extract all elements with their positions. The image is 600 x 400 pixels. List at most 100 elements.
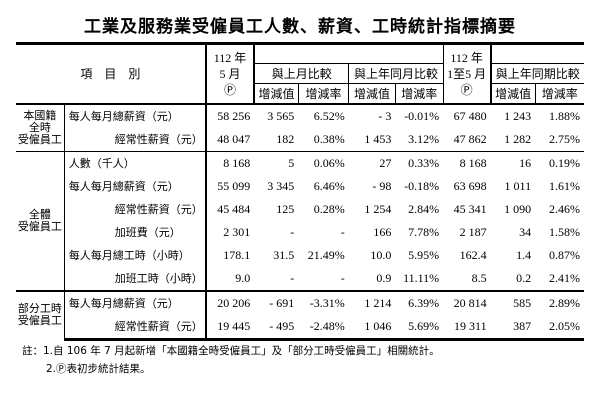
row-item-label: 每人每月總薪資（元）: [64, 102, 207, 128]
table-row: 經常性薪資（元） 48 047 182 0.38% 1 453 3.12% 47 862 1 …: [16, 127, 584, 151]
value-cell: 2.46%: [549, 201, 580, 216]
value-cell: 1 453: [364, 131, 392, 146]
value-cell: 1 282: [504, 131, 532, 146]
value-cell: - 691: [254, 289, 299, 315]
footnote-2: 2.Ⓟ表初步統計結果。: [46, 363, 151, 375]
value-cell: 1 214: [348, 289, 396, 315]
spacer: [254, 42, 444, 64]
value-cell: 0.38%: [313, 131, 345, 146]
value-cell: -2.48%: [298, 314, 349, 341]
value-cell: -: [290, 224, 295, 239]
table-row: 每人每月總工時（小時） 178.1 31.5 21.49% 10.0 5.95% 162.4…: [16, 243, 584, 267]
table-row: 經常性薪資（元） 45 484 125 0.28% 1 254 2.84% 45 341 1 …: [16, 197, 584, 221]
value-cell: 9.0: [235, 270, 251, 285]
value-cell: -: [340, 270, 345, 285]
value-cell: 20 814: [443, 289, 491, 315]
value-cell: 2.05%: [535, 314, 584, 341]
change-rate-header: 增減率: [394, 83, 444, 104]
group-label: 全體 受僱員工: [16, 150, 65, 291]
value-cell: 2.89%: [535, 289, 584, 315]
table-row: 加班工時（小時） 9.0 - - 0.9 11.11% 8.5 0.2 2.41%: [16, 266, 584, 291]
value-cell: 3.12%: [408, 131, 440, 146]
value-cell: 45 484: [217, 201, 251, 216]
group-label: 部分工時 受僱員工: [16, 289, 65, 339]
change-rate-header: 增減率: [534, 83, 584, 104]
value-cell: 1 046: [348, 314, 396, 341]
value-cell: 5: [254, 150, 299, 175]
value-cell: 2 301: [223, 224, 251, 239]
item-header: 項 目 別: [16, 42, 207, 104]
ytd-header: 112 年 1至5 月 Ⓟ: [442, 42, 492, 104]
value-cell: 2.75%: [549, 131, 580, 146]
value-cell: 0.06%: [298, 150, 349, 175]
spacer: [490, 42, 584, 64]
value-cell: 1 090: [504, 201, 532, 216]
value-cell: 27: [348, 150, 396, 175]
row-item-label: 加班工時（小時）: [64, 266, 207, 291]
value-cell: 125: [276, 201, 295, 216]
value-cell: 19 311: [443, 314, 491, 341]
value-cell: 2.41%: [549, 270, 580, 285]
value-cell: 0.19%: [535, 150, 584, 175]
footnote-1: 註：1.自 106 年 7 月起新增「本國籍全時受僱員工」及「部分工時受僱員工」…: [22, 345, 440, 357]
row-item-label: 每人每月總薪資（元）: [64, 289, 207, 315]
value-cell: 20 206: [205, 289, 255, 315]
value-cell: 47 862: [453, 131, 487, 146]
table-row: 全體 受僱員工 人數（千人） 8 168 5 0.06% 27 0.33% 8 168 16 0.…: [16, 150, 584, 291]
value-cell: - 495: [254, 314, 299, 341]
value-cell: 31.5: [273, 247, 295, 262]
may-header-month: 5 月: [219, 66, 241, 81]
value-cell: 16: [490, 150, 536, 175]
value-cell: 0.28%: [313, 201, 345, 216]
value-cell: 58 256: [205, 102, 255, 128]
value-cell: 585: [490, 289, 536, 315]
value-cell: -0.18%: [404, 178, 440, 193]
table-row: 加班費（元） 2 301 - - 166 7.78% 2 187 34 1.58%: [16, 220, 584, 244]
change-value-header: 增減值: [495, 86, 532, 101]
value-cell: 55 099: [217, 178, 251, 193]
value-cell: 7.78%: [408, 224, 440, 239]
value-cell: 6.46%: [313, 178, 345, 193]
preliminary-mark: Ⓟ: [223, 82, 236, 97]
value-cell: 6.39%: [395, 289, 444, 315]
value-cell: 10.0: [370, 247, 392, 262]
value-cell: 8 168: [205, 150, 255, 175]
ytd-header-year: 112 年: [450, 50, 483, 65]
value-cell: - 3: [348, 102, 396, 128]
change-value-header: 增減值: [258, 86, 295, 101]
value-cell: 162.4: [459, 247, 487, 262]
may-header: 112 年 5 月 Ⓟ: [205, 42, 256, 104]
group-label: 本國籍 全時 受僱員工: [16, 102, 65, 151]
value-cell: 34: [519, 224, 532, 239]
may-header-year: 112 年: [213, 50, 247, 65]
value-cell: 387: [490, 314, 536, 341]
footnotes: 註：1.自 106 年 7 月起新增「本國籍全時受僱員工」及「部分工時受僱員工」…: [22, 342, 440, 378]
row-item-label: 經常性薪資（元）: [64, 127, 207, 151]
value-cell: 67 480: [443, 102, 491, 128]
value-cell: 8.5: [471, 270, 487, 285]
value-cell: 0.9: [376, 270, 392, 285]
value-cell: 0.87%: [549, 247, 580, 262]
table-row: 每人每月總薪資（元） 55 099 3 345 6.46% - 98 -0.18% 63 6…: [16, 174, 584, 198]
change-value-header: 增減值: [348, 83, 396, 104]
table-row: 經常性薪資（元） 19 445- 495 -2.48% 1 046 5.69% 19 31…: [16, 314, 584, 341]
row-item-label: 人數（千人）: [64, 150, 207, 175]
ytd-header-months: 1至5 月: [447, 66, 487, 81]
table-row: 部分工時 受僱員工 每人每月總薪資（元） 20 206- 691 -3.31% 1 21…: [16, 289, 584, 339]
statistics-table: 項 目 別 112 年 5 月 Ⓟ 112 年 1至5 月 Ⓟ 與上月比較 與上…: [16, 42, 584, 341]
change-rate-header: 增減率: [297, 83, 349, 104]
row-item-label: 經常性薪資（元）: [64, 197, 207, 221]
row-item-label: 每人每月總薪資（元）: [64, 174, 207, 198]
value-cell: 48 047: [217, 131, 251, 146]
value-cell: 0.2: [516, 270, 532, 285]
value-cell: 0.33%: [395, 150, 444, 175]
value-cell: 3 345: [267, 178, 295, 193]
value-cell: 1 243: [490, 102, 536, 128]
value-cell: -: [340, 224, 345, 239]
value-cell: 1.88%: [535, 102, 584, 128]
row-item-label: 每人每月總工時（小時）: [64, 243, 207, 267]
preliminary-mark: Ⓟ: [460, 82, 473, 97]
value-cell: 6.52%: [298, 102, 349, 128]
value-cell: 5.95%: [408, 247, 440, 262]
value-cell: 11.11%: [403, 270, 440, 285]
